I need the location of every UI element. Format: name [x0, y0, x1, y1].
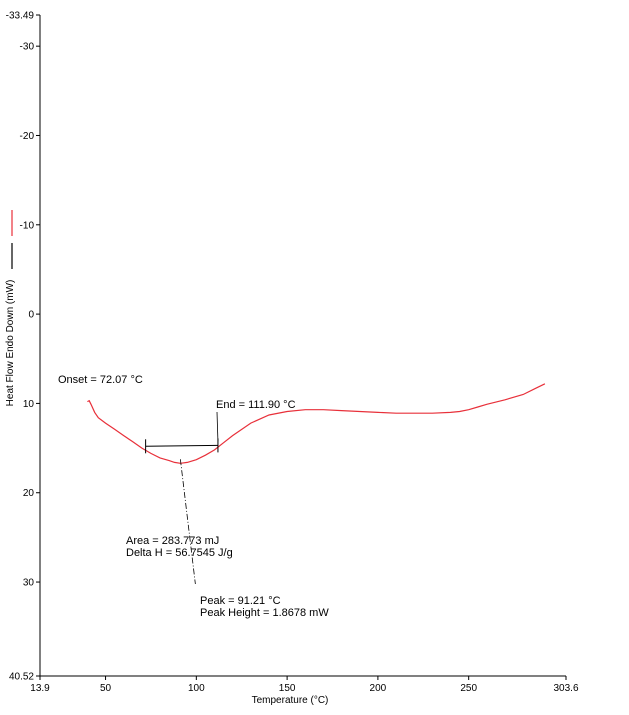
- peak-leader-line: [179, 459, 196, 585]
- end-annotation: End = 111.90 °C: [216, 399, 296, 411]
- x-tick-label: 100: [188, 683, 205, 694]
- x-tick-label: 50: [100, 683, 112, 694]
- delta-h-annotation: Delta H = 56.7545 J/g: [126, 547, 233, 559]
- y-tick-label: 20: [23, 488, 35, 499]
- y-tick-label: 0: [28, 310, 34, 321]
- peak-annotation: Peak = 91.21 °C: [200, 595, 281, 607]
- y-tick-label: -33.49: [6, 11, 35, 22]
- y-tick-label: 30: [23, 578, 35, 589]
- area-annotation: Area = 283.773 mJ: [126, 535, 219, 547]
- y-tick-label: 40.52: [9, 672, 34, 683]
- plot-area: [87, 383, 546, 585]
- x-tick-label: 200: [370, 683, 387, 694]
- y-ticks: -33.49 -30 -20 -10 0 10 20 30 40.52: [6, 11, 40, 683]
- onset-annotation: Onset = 72.07 °C: [58, 374, 143, 386]
- y-tick-label: -10: [20, 220, 35, 231]
- integration-baseline: [145, 444, 218, 447]
- x-tick-label: 13.9: [30, 683, 50, 694]
- y-tick-label: -20: [20, 131, 35, 142]
- y-tick-label: -30: [20, 42, 35, 53]
- axes: [39, 15, 566, 677]
- x-ticks: 13.9 50 100 150 200 250 303.6: [30, 676, 579, 694]
- y-axis-label: Heat Flow Endo Down (mW): [5, 280, 16, 407]
- x-tick-label: 150: [279, 683, 296, 694]
- peak-height-annotation: Peak Height = 1.8678 mW: [200, 607, 329, 619]
- x-axis-label: Temperature (°C): [252, 695, 329, 706]
- x-tick-label: 303.6: [553, 683, 578, 694]
- y-tick-label: 10: [23, 399, 35, 410]
- end-leader-line: [216, 411, 219, 442]
- x-tick-label: 250: [460, 683, 477, 694]
- series-line: [87, 383, 546, 464]
